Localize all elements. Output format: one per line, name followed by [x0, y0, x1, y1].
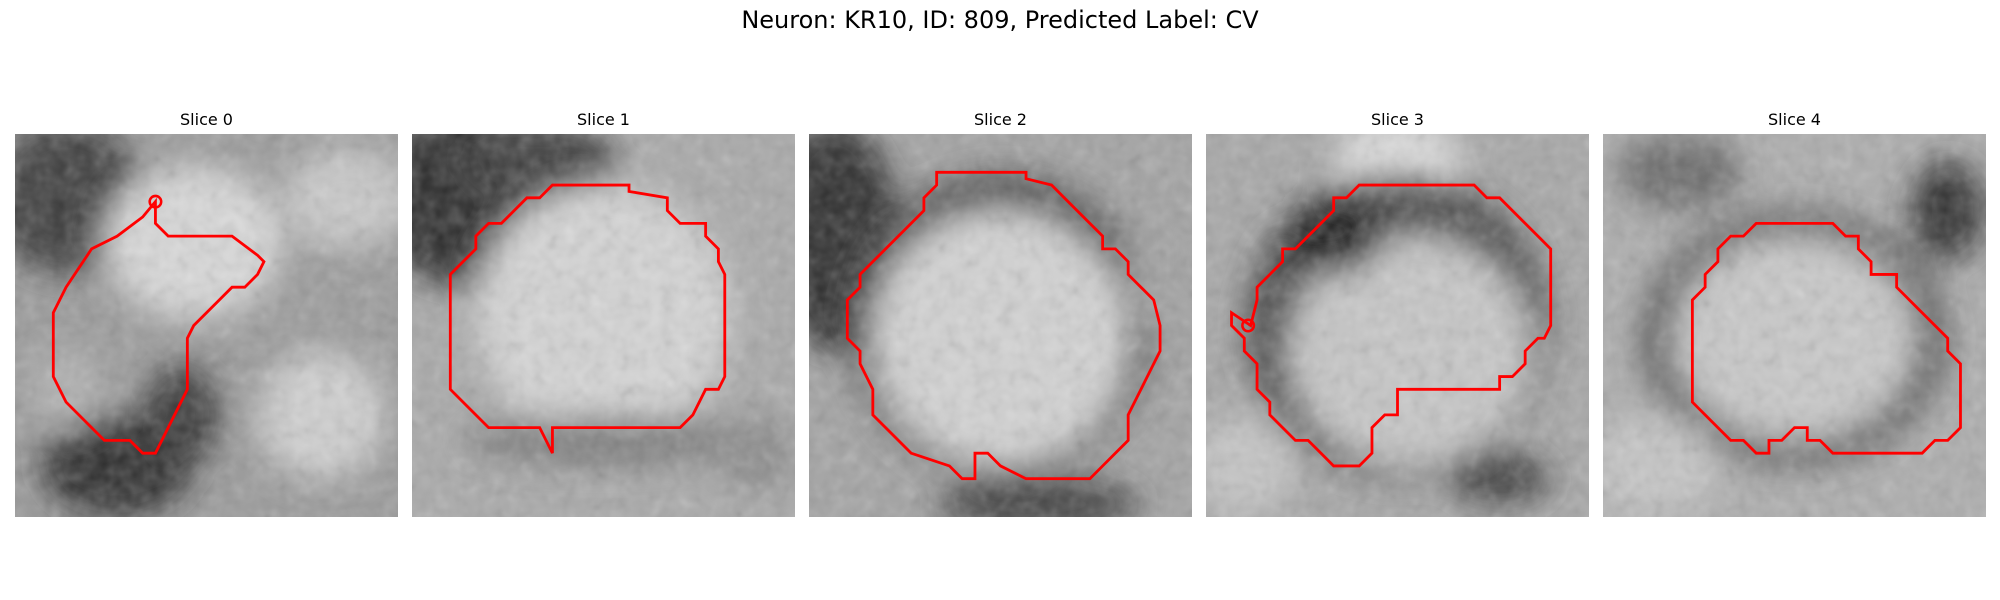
- slice-panel-3: Slice 3: [1206, 108, 1589, 517]
- slice-panel-4: Slice 4: [1603, 108, 1986, 517]
- slice-image-4: [1603, 134, 1986, 517]
- slice-title-2: Slice 2: [974, 110, 1027, 129]
- slice-panel-0: Slice 0: [15, 108, 398, 517]
- slice-title-3: Slice 3: [1371, 110, 1424, 129]
- slice-panel-2: Slice 2: [809, 108, 1192, 517]
- contour-0: [51, 197, 266, 455]
- slice-image-3: [1206, 134, 1589, 517]
- contour-4: [1690, 221, 1962, 455]
- slice-title-4: Slice 4: [1768, 110, 1821, 129]
- contour-3: [1230, 183, 1553, 468]
- slice-title-0: Slice 0: [180, 110, 233, 129]
- slice-image-0: [15, 134, 398, 517]
- slice-image-2: [809, 134, 1192, 517]
- slice-image-1: [412, 134, 795, 517]
- contour-2: [845, 170, 1162, 481]
- slice-panel-1: Slice 1: [412, 108, 795, 517]
- figure-title: Neuron: KR10, ID: 809, Predicted Label: …: [741, 6, 1259, 34]
- slice-title-1: Slice 1: [577, 110, 630, 129]
- contour-1: [448, 183, 727, 454]
